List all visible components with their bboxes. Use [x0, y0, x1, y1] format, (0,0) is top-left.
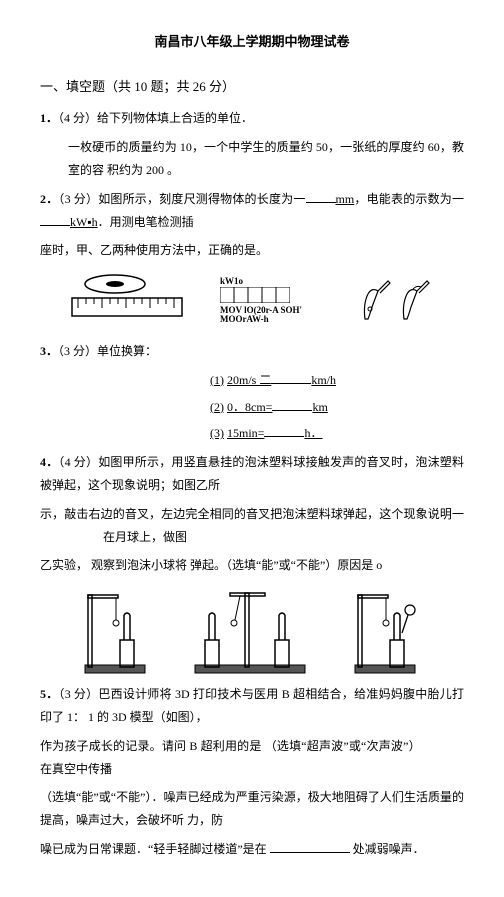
- conv-a-label: (1): [210, 373, 224, 387]
- q2-number: 2．: [40, 192, 58, 206]
- meter-l3: MOOrAW-h: [220, 315, 330, 325]
- conv-b-val: 0．8cm=: [227, 400, 272, 414]
- q3-text: 单位换算：: [97, 344, 157, 358]
- meter-l1: kW1o: [220, 277, 330, 287]
- conv-c-unit: h．: [304, 426, 322, 440]
- meter-figure: kW1o MOV lO(20r-A SOH' MOOrAW-h: [220, 277, 330, 326]
- conv-b: (2) 0．8cm= km: [210, 396, 464, 419]
- blank: [264, 422, 304, 437]
- q4-t2: 示，敲击右边的音叉，左边完全相同的音叉把泡沫塑料球弹起，这个现象说明一: [40, 507, 464, 521]
- blank: [271, 369, 311, 384]
- q5-t3: 在真空中传播: [40, 762, 112, 776]
- conv-a: (1) 20m/s 二 km/h: [210, 369, 464, 392]
- q4-line2: 示，敲击右边的音叉，左边完全相同的音叉把泡沫塑料球弹起，这个现象说明一 在月球上…: [40, 503, 464, 549]
- question-2: 2．（3 分）如图所示，刻度尺测得物体的长度为一 mm，电能表的示数为一 kW▪h．…: [40, 188, 464, 234]
- q2-unit1: mm: [336, 192, 355, 206]
- blank: [270, 838, 350, 853]
- conversion-list: (1) 20m/s 二 km/h (2) 0．8cm= km (3) 15min= h…: [210, 369, 464, 445]
- tuning-fork-figure-2: [190, 585, 310, 675]
- q5-t6: 处减弱噪声．: [353, 842, 425, 856]
- q2-t2: ，电能表的示数为一: [354, 192, 464, 206]
- q2-points: （3 分）: [58, 192, 98, 206]
- tuning-fork-figure-3: [350, 585, 420, 675]
- q2-line2: 座时，甲、乙两种使用方法中，正确的是。: [40, 239, 464, 262]
- blank: [272, 396, 312, 411]
- q5-t1: 巴西设计师将 3D 打印技术与医用 B 超相结合，给准妈妈腹中胎儿打印了 1： …: [40, 687, 464, 724]
- conv-c: (3) 15min= h．: [210, 422, 464, 445]
- q4-number: 4．: [40, 455, 58, 469]
- conv-a-val: 20m/s 二: [227, 373, 271, 387]
- tuning-fork-figure-1: [80, 585, 150, 675]
- question-4: 4．（4 分）如图甲所示，用竖直悬挂的泡沫塑料球接触发声的音叉时，泡沫塑料被弹起…: [40, 451, 464, 497]
- conv-c-label: (3): [210, 426, 224, 440]
- q3-number: 3．: [40, 344, 58, 358]
- exam-title: 南昌市八年级上学期期中物理试卷: [40, 30, 464, 55]
- conv-b-label: (2): [210, 400, 224, 414]
- question-5: 5．（3 分）巴西设计师将 3D 打印技术与医用 B 超相结合，给准妈妈腹中胎儿…: [40, 683, 464, 729]
- q5-line4: 噪已成为日常课题．“轻手轻脚过楼道”是在 处减弱噪声．: [40, 838, 464, 861]
- q5-line3: （选填“能”或“不能”）．噪声已经成为严重污染源，极大地阻碍了人们生活质量的提高…: [40, 786, 464, 832]
- q4-t1: 如图甲所示，用竖直悬挂的泡沫塑料球接触发声的音叉时，泡沫塑料被弹起，这个现象说明…: [40, 455, 464, 492]
- q2-unit2: kW▪h: [70, 215, 98, 229]
- q5-number: 5．: [40, 687, 58, 701]
- test-pen-figure: [360, 279, 434, 324]
- q5-line2: 作为孩子成长的记录。请问 B 超利用的是 （选填“超声波”或“次声波”） 在真空…: [40, 735, 464, 781]
- q1-number: 1．: [40, 111, 58, 125]
- q1-points: （4 分）: [58, 111, 97, 125]
- q5-t5: 噪已成为日常课题．“轻手轻脚过楼道”是在: [40, 842, 267, 856]
- q4-figure-row: [80, 585, 464, 675]
- q2-t1: 如图所示，刻度尺测得物体的长度为一: [98, 192, 305, 206]
- q4-t3: 在月球上，做图: [103, 530, 187, 544]
- blank: [40, 211, 70, 226]
- q5-points: （3 分）: [58, 687, 98, 701]
- conv-b-unit: km: [312, 400, 327, 414]
- conv-c-val: 15min=: [227, 426, 264, 440]
- q2-t3: ．用测电笔检测插: [98, 215, 194, 229]
- conv-a-unit: km/h: [311, 373, 336, 387]
- q4-points: （4 分）: [58, 455, 98, 469]
- q2-figure-row: kW1o MOV lO(20r-A SOH' MOOrAW-h: [70, 272, 464, 330]
- q5-t2: 作为孩子成长的记录。请问 B 超利用的是 （选填“超声波”或“次声波”）: [40, 739, 421, 753]
- question-1: 1．（4 分）给下列物体填上合适的单位．: [40, 107, 464, 130]
- q1-line: 一枚硬币的质量约为 10，一个中学生的质量约 50，一张纸的厚度约 60，教室的…: [68, 136, 464, 182]
- section-heading: 一、填空题（共 10 题；共 26 分）: [40, 75, 464, 100]
- q4-line3: 乙实验， 观察到泡沫小球将 弹起。（选填“能”或“不能”）原因是 o: [40, 554, 464, 577]
- question-3: 3．（3 分）单位换算：: [40, 340, 464, 363]
- q3-points: （3 分）: [58, 344, 97, 358]
- q1-text: 给下列物体填上合适的单位．: [97, 111, 253, 125]
- blank: [306, 188, 336, 203]
- ruler-figure: [70, 272, 190, 330]
